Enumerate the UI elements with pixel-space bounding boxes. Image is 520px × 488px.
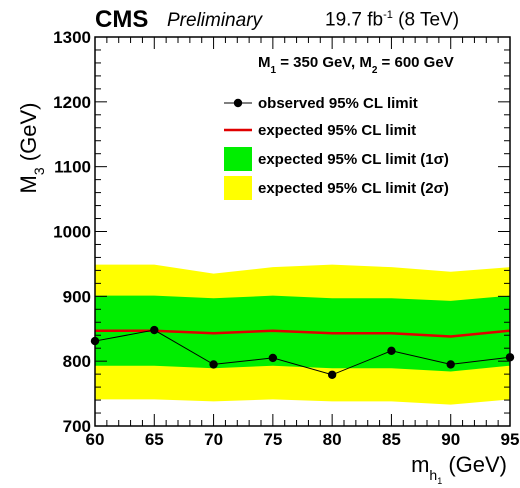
legend-observed-marker: [233, 98, 243, 108]
legend-expected-label: expected 95% CL limit: [258, 122, 416, 139]
ticks-layer: 700 800 900 1000 1100 1200 1300 60 65 70 75 80 85 90 9…: [53, 28, 519, 449]
y-tick-label: 700: [63, 417, 91, 436]
luminosity-label: 19.7 fb-1 (8 TeV): [325, 9, 459, 31]
y-tick-label: 1200: [53, 93, 91, 112]
x-tick-label: 80: [323, 430, 342, 449]
status-label: Preliminary: [167, 10, 263, 31]
observed-point: [446, 360, 455, 369]
y-tick-label: 1300: [53, 28, 91, 47]
legend-2sigma-swatch: [224, 176, 252, 200]
model-parameters-annotation: M1 = 350 GeV, M2 = 600 GeV: [258, 54, 454, 76]
y-axis-label: M3 (GeV): [16, 103, 47, 194]
lines-layer: [90, 325, 515, 379]
x-tick-label: 90: [441, 430, 460, 449]
x-tick-label: 65: [145, 430, 164, 449]
band-1sigma: [95, 295, 510, 372]
legend-2sigma-label: expected 95% CL limit (2σ): [258, 180, 449, 197]
lumi-energy: (8 TeV): [392, 9, 460, 31]
x-tick-label: 70: [204, 430, 223, 449]
x-tick-label: 95: [501, 430, 520, 449]
y-tick-label: 900: [63, 287, 91, 306]
lumi-exponent: -1: [383, 9, 393, 21]
lumi-value: 19.7 fb: [325, 9, 384, 31]
legend-1sigma-label: expected 95% CL limit (1σ): [258, 151, 449, 168]
x-axis-label: mh1 (GeV): [411, 452, 507, 486]
expected-limit-line: [95, 329, 511, 338]
observed-point: [268, 353, 278, 363]
x-tick-label: 85: [382, 430, 401, 449]
observed-point: [327, 370, 337, 379]
observed-point: [150, 325, 159, 335]
x-tick-label: 60: [86, 430, 105, 449]
y-tick-label: 1100: [54, 158, 91, 177]
observed-point: [209, 360, 218, 369]
axis-labels: M3 (GeV) mh1 (GeV): [16, 103, 507, 486]
y-tick-label: 1000: [53, 223, 91, 242]
y-tick-label: 800: [63, 352, 91, 371]
observed-limit-line: [94, 329, 511, 376]
x-tick-label: 75: [263, 430, 282, 449]
observed-point: [387, 346, 396, 355]
legend-1sigma-swatch: [224, 147, 252, 171]
experiment-label: CMS: [95, 6, 149, 33]
bands-layer: [95, 264, 510, 405]
legend: M1 = 350 GeV, M2 = 600 GeV observed 95% C…: [224, 54, 454, 200]
legend-observed-label: observed 95% CL limit: [258, 95, 418, 112]
